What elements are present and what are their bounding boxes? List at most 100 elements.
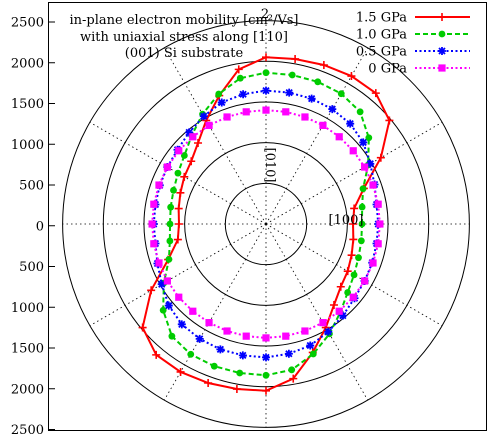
data-point	[210, 362, 218, 370]
legend-marker	[438, 47, 446, 55]
data-point	[194, 138, 203, 147]
title-line-3: (001) Si substrate	[125, 46, 244, 61]
data-point	[155, 181, 163, 189]
data-point	[343, 267, 352, 276]
data-point	[152, 350, 161, 359]
data-point	[369, 181, 377, 189]
y-tick-label: 2500	[11, 423, 44, 434]
data-point	[204, 379, 213, 387]
data-point	[165, 255, 173, 263]
chart-title: in-plane electron mobility [cm²/Vs] with…	[70, 13, 299, 61]
data-point	[205, 319, 213, 327]
direction-010-label: [010]	[262, 148, 277, 183]
series-3	[148, 106, 384, 342]
data-point	[217, 98, 226, 107]
legend: 1.5 GPa 1.0 GPa 0.5 GPa 0 GPa	[356, 11, 470, 77]
data-point	[185, 128, 194, 137]
data-point	[357, 237, 365, 245]
data-point	[189, 133, 197, 141]
y-tick-label: 1000	[11, 138, 44, 153]
y-tick-label: 1500	[11, 97, 44, 112]
data-point	[177, 320, 186, 329]
data-point	[335, 133, 343, 141]
data-point	[195, 334, 204, 343]
data-point	[167, 203, 175, 211]
data-point	[288, 366, 296, 374]
data-point	[301, 113, 309, 121]
data-point	[159, 306, 167, 314]
data-point	[242, 332, 250, 340]
data-point	[282, 108, 290, 116]
data-point	[328, 105, 337, 114]
data-point	[350, 204, 359, 213]
data-point	[262, 334, 270, 342]
data-point	[335, 307, 343, 315]
data-point	[359, 185, 367, 193]
legend-marker	[438, 30, 446, 38]
plot-frame	[48, 2, 487, 431]
data-point	[262, 371, 270, 379]
y-tick-label: 2500	[11, 16, 44, 31]
data-point	[366, 159, 375, 168]
data-point	[232, 385, 241, 394]
data-point	[282, 332, 290, 340]
data-point	[347, 251, 356, 260]
legend-label: 0.5 GPa	[356, 45, 407, 60]
data-point	[239, 90, 248, 99]
data-point	[324, 327, 333, 336]
data-point	[346, 119, 355, 128]
data-point	[174, 169, 182, 177]
data-point	[164, 301, 173, 310]
data-point	[157, 280, 166, 289]
title-line-1: in-plane electron mobility [cm²/Vs]	[70, 13, 299, 28]
legend-item: 1.5 GPa	[356, 11, 470, 26]
data-point	[307, 94, 316, 103]
data-point	[289, 374, 298, 383]
data-point	[349, 235, 358, 244]
data-point	[223, 327, 231, 335]
legend-marker	[438, 64, 446, 72]
data-point	[361, 277, 369, 285]
data-point	[314, 78, 322, 86]
data-point	[369, 259, 377, 267]
data-point	[349, 220, 358, 228]
data-point	[166, 237, 174, 245]
legend-item: 1.0 GPa	[356, 28, 470, 43]
data-point	[163, 163, 171, 171]
data-point	[163, 277, 171, 285]
data-point	[374, 200, 382, 208]
data-point	[175, 147, 183, 155]
data-point	[319, 319, 327, 327]
data-point	[350, 271, 358, 279]
data-point	[262, 69, 270, 77]
data-point	[365, 134, 373, 142]
top-axis-label: 2	[261, 7, 269, 22]
legend-item: 0 GPa	[368, 62, 470, 77]
data-point	[176, 188, 185, 197]
data-point	[376, 220, 384, 228]
data-point	[361, 163, 369, 171]
data-point	[174, 204, 183, 213]
data-point	[329, 301, 338, 310]
data-point	[174, 220, 183, 228]
data-point	[319, 121, 327, 129]
data-point	[262, 53, 270, 62]
data-point	[306, 341, 315, 350]
y-axis-ticks: 2500 2000 1500 1000 500 0 500 1000 1500 2000 2500	[11, 16, 55, 434]
data-point	[376, 153, 385, 162]
data-point	[285, 88, 294, 97]
data-point	[199, 112, 208, 121]
data-point	[223, 113, 231, 121]
y-tick-label: 2000	[11, 56, 44, 71]
data-point	[371, 89, 380, 98]
data-point	[291, 54, 300, 63]
data-point	[374, 240, 382, 248]
data-point	[150, 200, 158, 208]
data-point	[336, 282, 345, 291]
data-point	[309, 350, 317, 358]
legend-label: 0 GPa	[368, 62, 407, 77]
data-point	[166, 220, 174, 228]
data-point	[338, 311, 347, 320]
data-point	[337, 90, 345, 98]
data-point	[319, 61, 328, 69]
